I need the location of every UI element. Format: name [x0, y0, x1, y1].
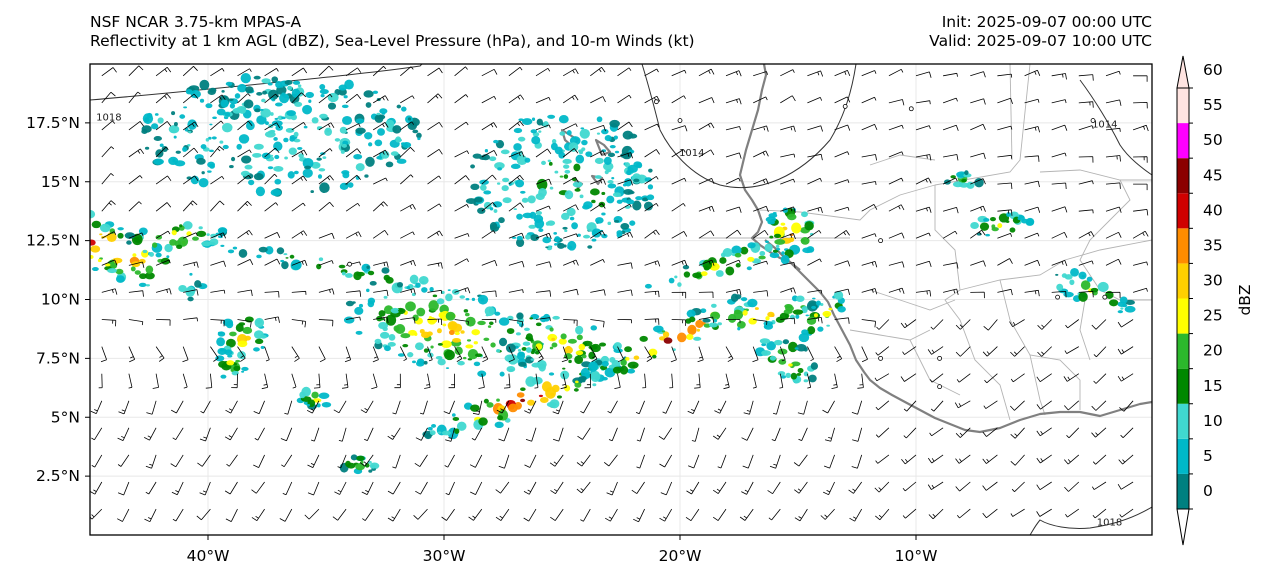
y-tick-label: 7.5°N [36, 349, 80, 367]
calm-wind-marker [1102, 294, 1108, 300]
colorbar-tick-label: 0 [1203, 482, 1213, 500]
colorbar-swatch [1177, 158, 1189, 194]
isobar-label: 1018 [1097, 518, 1122, 529]
colorbar-tick-label: 10 [1203, 412, 1223, 430]
x-tick-label: 20°W [659, 547, 702, 565]
x-tick-label: 40°W [187, 547, 230, 565]
wind-barbs [90, 65, 1149, 523]
y-tick-label: 17.5°N [26, 114, 80, 132]
colorbar-tick-label: 60 [1203, 61, 1223, 79]
valid-time: Valid: 2025-09-07 10:00 UTC [929, 32, 1152, 50]
x-tick-label: 30°W [423, 547, 466, 565]
x-axis: 40°W 30°W 20°W 10°W [187, 535, 938, 565]
header-left: NSF NCAR 3.75-km MPAS-A Reflectivity at … [90, 13, 695, 51]
colorbar-tick-label: 20 [1203, 342, 1223, 360]
model-title: NSF NCAR 3.75-km MPAS-A [90, 13, 302, 31]
colorbar-tick-label: 45 [1203, 166, 1223, 184]
country-borders [700, 64, 1152, 421]
colorbar-tick-label: 55 [1203, 96, 1223, 114]
isobars [90, 64, 1152, 535]
calm-wind-marker [937, 355, 942, 361]
colorbar-swatch [1177, 333, 1189, 369]
colorbar-tick-label: 40 [1203, 201, 1223, 219]
colorbar-swatch [1177, 193, 1189, 229]
calm-wind-marker [347, 261, 353, 267]
colorbar-swatch [1177, 403, 1189, 439]
colorbar-extend-top [1176, 55, 1190, 89]
y-tick-label: 2.5°N [36, 467, 80, 485]
coastline [560, 64, 1152, 434]
init-time: Init: 2025-09-07 00:00 UTC [941, 13, 1152, 31]
colorbar-swatch [1177, 263, 1189, 299]
y-tick-label: 5°N [51, 408, 80, 426]
graticule [90, 64, 1152, 535]
calm-wind-marker [878, 238, 883, 244]
colorbar-tick-label: 5 [1203, 447, 1213, 465]
fields-title: Reflectivity at 1 km AGL (dBZ), Sea-Leve… [90, 32, 695, 50]
calm-wind-marker [878, 355, 883, 361]
calm-wind-marker [937, 384, 942, 390]
colorbar-tick-label: 50 [1203, 131, 1223, 149]
colorbar-swatch [1177, 298, 1189, 334]
calm-wind-marker [677, 118, 683, 123]
y-tick-label: 10°N [41, 291, 80, 309]
colorbar-extend-bottom [1176, 508, 1190, 546]
calm-wind-marker [1055, 294, 1060, 300]
colorbar-tick-label: 15 [1203, 377, 1223, 395]
colorbar-swatch [1177, 473, 1189, 509]
isobar-label: 1018 [96, 113, 121, 124]
calm-wind-marker [842, 103, 848, 109]
isobar-label: 1014 [1092, 120, 1117, 131]
colorbar-label: dBZ [1236, 284, 1254, 315]
colorbar-tick-label: 30 [1203, 272, 1223, 290]
calm-wind-marker [908, 106, 914, 112]
y-tick-label: 12.5°N [26, 232, 80, 250]
colorbar: 0 5 10 15 20 25 30 35 40 45 50 55 60 dBZ [1176, 55, 1254, 546]
calm-wind-marker [654, 99, 659, 105]
header-right: Init: 2025-09-07 00:00 UTC Valid: 2025-0… [929, 13, 1152, 51]
colorbar-swatch [1177, 123, 1189, 159]
colorbar-tick-label: 35 [1203, 236, 1223, 254]
colorbar-swatch [1177, 438, 1189, 474]
y-axis: 2.5°N 5°N 7.5°N 10°N 12.5°N 15°N 17.5°N [26, 114, 90, 485]
colorbar-swatch [1177, 228, 1189, 264]
y-tick-label: 15°N [41, 173, 80, 191]
x-tick-label: 10°W [895, 547, 938, 565]
reflectivity-field [90, 73, 1136, 475]
colorbar-swatch [1177, 88, 1189, 124]
isobar-label: 1014 [679, 148, 704, 159]
colorbar-swatch [1177, 368, 1189, 404]
calm-wind-marker [1090, 118, 1096, 123]
colorbar-tick-label: 25 [1203, 307, 1223, 325]
